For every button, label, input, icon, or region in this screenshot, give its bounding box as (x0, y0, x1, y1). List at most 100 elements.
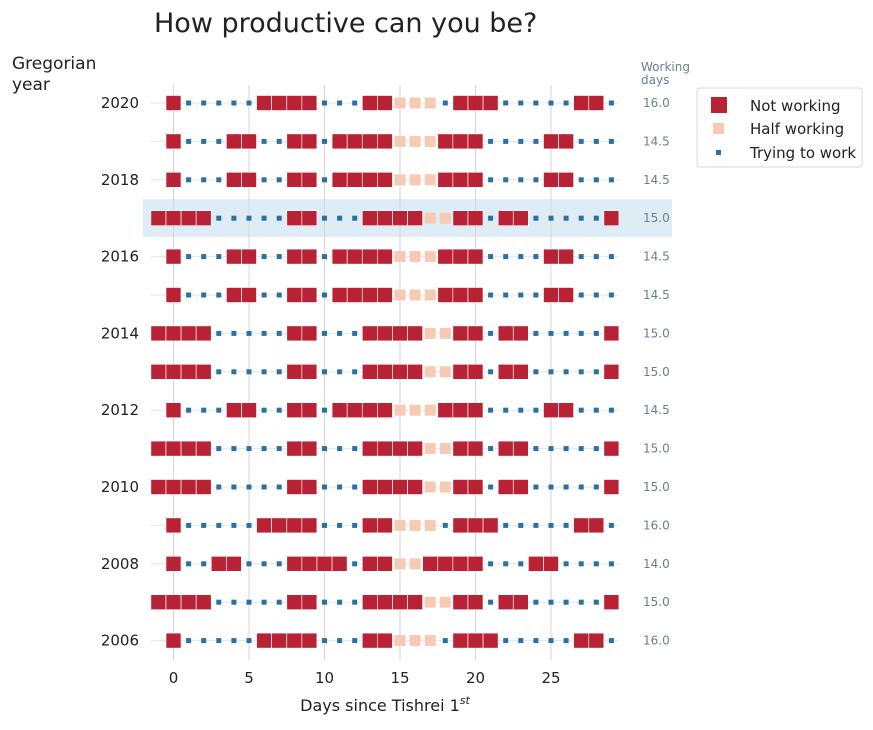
not-working-point (377, 172, 393, 188)
y-tick-label: 2016 (101, 248, 139, 266)
trying-point (216, 446, 222, 452)
trying-point (186, 522, 192, 528)
trying-point (563, 100, 569, 106)
half-working-point (394, 97, 406, 109)
not-working-point (452, 325, 469, 342)
y-tick-labels: 2020 2018 2016 2014 2012 2010 2008 2006 (101, 94, 139, 650)
not-working-point (165, 632, 182, 649)
trying-point (276, 369, 282, 375)
trying-point (578, 369, 584, 375)
trying-point (548, 369, 554, 375)
trying-point (578, 254, 584, 260)
trying-point (578, 561, 584, 567)
not-working-point (543, 402, 559, 419)
half-working-point (394, 174, 406, 186)
not-working-point (271, 517, 288, 534)
trying-point (352, 522, 358, 528)
trying-point (593, 446, 599, 452)
trying-point (608, 254, 614, 260)
half-working-point (394, 135, 406, 147)
trying-point (276, 330, 282, 336)
trying-point (322, 407, 327, 413)
trying-point (231, 100, 237, 106)
trying-point (442, 522, 448, 528)
not-working-point (286, 479, 303, 495)
trying-point (186, 407, 192, 413)
trying-point (593, 369, 599, 375)
not-working-point (452, 287, 469, 303)
trying-point (352, 561, 358, 567)
trying-point (503, 561, 509, 567)
not-working-point (543, 133, 559, 150)
not-working-point (286, 517, 303, 534)
trying-point (563, 330, 569, 336)
half-working-point (424, 519, 436, 531)
not-working-point (331, 402, 348, 419)
trying-point (593, 484, 599, 490)
not-working-point (422, 555, 439, 572)
x-axis-label-superscript: st (460, 694, 471, 707)
half-working-point (424, 251, 436, 263)
not-working-point (558, 172, 574, 188)
not-working-point (392, 594, 408, 611)
trying-point (246, 100, 252, 106)
not-working-point (165, 402, 182, 419)
not-working-point (467, 440, 484, 457)
trying-point (563, 522, 569, 528)
not-working-point (165, 133, 182, 150)
half-working-point (439, 212, 451, 224)
trying-point (246, 484, 252, 490)
trying-point (608, 638, 614, 644)
not-working-point (271, 95, 288, 111)
trying-point (276, 215, 282, 221)
trying-point (337, 100, 343, 106)
not-working-point (467, 287, 484, 303)
not-working-point (573, 632, 590, 649)
half-working-point (424, 97, 436, 109)
half-working-point (424, 174, 436, 186)
half-working-point (424, 635, 436, 647)
trying-point (503, 138, 509, 144)
not-working-point (467, 555, 484, 572)
trying-point (533, 215, 539, 221)
trying-point (488, 254, 494, 260)
not-working-point (180, 594, 197, 611)
not-working-point (331, 287, 348, 303)
trying-point (201, 177, 207, 183)
not-working-point (361, 402, 378, 419)
not-working-point (361, 363, 378, 380)
trying-point (488, 561, 494, 567)
not-working-point (452, 594, 469, 611)
not-working-point (301, 287, 318, 303)
trying-point (322, 138, 327, 144)
half-working-point (394, 519, 406, 531)
not-working-point (558, 287, 574, 303)
trying-point (246, 369, 252, 375)
trying-point (578, 138, 584, 144)
trying-point (563, 599, 569, 605)
trying-point (578, 446, 584, 452)
not-working-point (361, 325, 378, 342)
y-tick-label: 2018 (101, 171, 139, 189)
not-working-point (558, 248, 574, 265)
not-working-point (543, 287, 559, 303)
trying-point (533, 522, 539, 528)
not-working-point (377, 632, 393, 649)
trying-point (352, 446, 358, 452)
trying-point (337, 369, 343, 375)
not-working-point (437, 133, 454, 150)
not-working-point (150, 479, 167, 495)
not-working-point (165, 210, 182, 226)
trying-point (186, 292, 192, 298)
not-working-point (165, 172, 182, 188)
trying-point (276, 138, 282, 144)
legend-trying-marker (716, 150, 721, 155)
not-working-point (482, 95, 499, 111)
trying-point (533, 177, 539, 183)
trying-point (216, 292, 222, 298)
trying-point (276, 407, 282, 413)
not-working-point (195, 210, 212, 226)
not-working-point (361, 517, 378, 534)
not-working-point (256, 95, 272, 111)
trying-point (216, 484, 222, 490)
